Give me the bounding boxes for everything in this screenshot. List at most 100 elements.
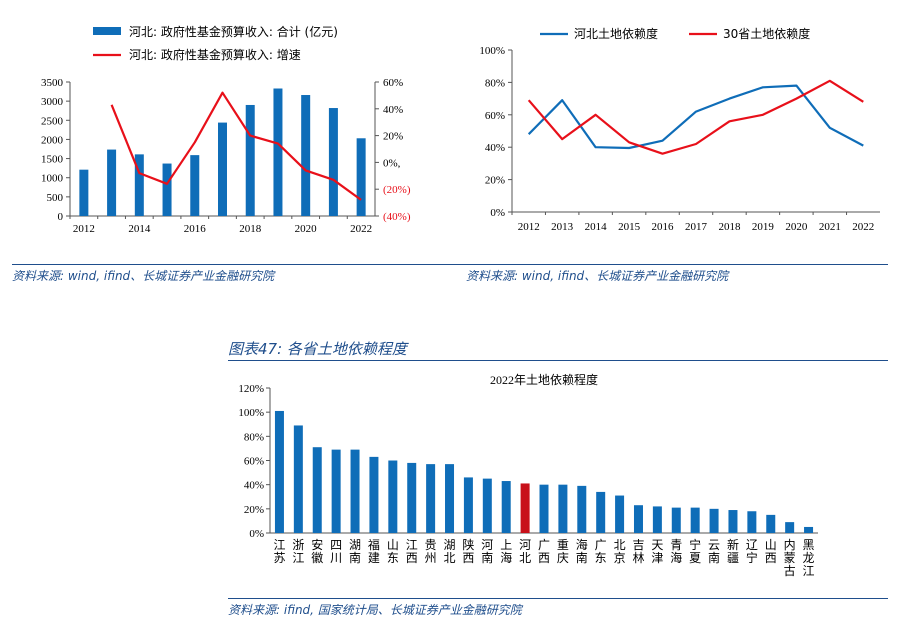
c3-x-tick-label: 海南 bbox=[576, 537, 588, 565]
source-rule-bottom bbox=[228, 598, 888, 599]
c3-bar bbox=[350, 449, 360, 533]
c1-legend-swatch-bar bbox=[93, 27, 121, 35]
c2-x-tick-label: 2017 bbox=[685, 221, 708, 233]
c2-x-tick-label: 2016 bbox=[652, 221, 675, 233]
c2-x-tick-label: 2014 bbox=[585, 221, 608, 233]
c1-bar bbox=[245, 104, 255, 216]
c3-x-tick-label: 浙江 bbox=[292, 538, 304, 565]
c1-right-tick-label: 60% bbox=[383, 77, 403, 89]
c3-bar bbox=[369, 456, 379, 533]
c1-right-tick-label: 40% bbox=[383, 104, 403, 116]
c1-left-tick-label: 3500 bbox=[41, 77, 64, 89]
c1-left-tick-label: 0 bbox=[58, 211, 64, 223]
source-note-left: 资料来源: wind, ifind、长城证券产业金融研究院 bbox=[12, 269, 275, 283]
c3-bar bbox=[539, 484, 549, 533]
c3-bar bbox=[633, 505, 643, 533]
c1-bar bbox=[328, 108, 338, 216]
c3-x-tick-label: 内蒙古 bbox=[784, 538, 796, 578]
c3-title: 2022年土地依赖程度 bbox=[490, 372, 598, 387]
c3-x-tick-label: 江苏 bbox=[273, 538, 285, 565]
c2-x-tick-label: 2012 bbox=[518, 221, 540, 233]
source-note-bottom: 资料来源: ifind, 国家统计局、长城证券产业金融研究院 bbox=[228, 603, 522, 617]
c3-bar bbox=[293, 425, 303, 533]
c1-bar bbox=[218, 122, 227, 216]
c3-x-tick-label: 福建 bbox=[368, 537, 380, 565]
c1-left-tick-label: 2500 bbox=[41, 115, 64, 127]
c3-x-tick-label: 青海 bbox=[670, 538, 682, 565]
c2-legend-label-1: 30省土地依赖度 bbox=[723, 26, 810, 41]
c2-x-tick-label: 2021 bbox=[819, 221, 841, 233]
c3-x-tick-label: 吉林 bbox=[632, 538, 644, 565]
c3-y-tick-label: 120% bbox=[238, 383, 264, 395]
source-note-right: 资料来源: wind, ifind、长城证券产业金融研究院 bbox=[466, 269, 729, 283]
c3-bar bbox=[388, 460, 398, 533]
c3-bar bbox=[690, 507, 700, 533]
c2-legend-label-0: 河北土地依赖度 bbox=[574, 26, 658, 41]
c3-x-tick-label: 广东 bbox=[595, 538, 607, 565]
c3-x-tick-label: 辽宁 bbox=[746, 538, 758, 565]
c3-x-tick-label: 湖北 bbox=[444, 537, 456, 565]
c1-bar bbox=[134, 154, 144, 216]
c1-growth-line bbox=[110, 91, 362, 201]
c3-y-tick-label: 40% bbox=[244, 480, 264, 492]
c3-bar bbox=[709, 508, 719, 533]
c3-x-tick-label: 重庆 bbox=[557, 538, 569, 565]
c3-bar bbox=[577, 485, 587, 533]
c1-bar bbox=[162, 163, 172, 216]
c3-bar bbox=[407, 462, 417, 533]
c3-bar bbox=[482, 478, 492, 533]
c3-bar bbox=[785, 522, 795, 533]
c1-left-tick-label: 500 bbox=[47, 192, 64, 204]
c2-y-tick-label: 60% bbox=[485, 110, 505, 122]
c1-bar bbox=[190, 155, 200, 216]
figure-caption: 图表47: 各省土地依赖程度 bbox=[228, 340, 407, 358]
c3-x-tick-label: 云南 bbox=[708, 538, 720, 565]
c3-bar bbox=[520, 483, 530, 533]
c3-bar bbox=[747, 511, 757, 533]
c3-x-tick-label: 新疆 bbox=[727, 537, 739, 565]
c3-y-tick-label: 20% bbox=[244, 504, 264, 516]
c1-legend-label-bar: 河北: 政府性基金预算收入: 合计 (亿元) bbox=[129, 24, 338, 39]
c3-x-tick-label: 河北 bbox=[519, 538, 531, 565]
c3-x-tick-label: 安徽 bbox=[311, 537, 323, 565]
c1-right-tick-label: (20%) bbox=[383, 184, 411, 196]
c1-left-tick-label: 3000 bbox=[41, 96, 64, 108]
c1-left-tick-label: 2000 bbox=[41, 134, 64, 146]
c3-bar bbox=[558, 484, 568, 533]
c3-bar bbox=[274, 410, 284, 533]
c1-right-tick-label: 20% bbox=[383, 131, 403, 143]
c1-left-tick-label: 1500 bbox=[41, 154, 64, 166]
c1-legend-label-line: 河北: 政府性基金预算收入: 增速 bbox=[129, 47, 301, 62]
c3-bar bbox=[445, 464, 455, 533]
c1-x-tick-label: 2012 bbox=[73, 223, 95, 235]
c2-series-line-1 bbox=[527, 79, 864, 155]
c2-x-tick-label: 2022 bbox=[852, 221, 874, 233]
c1-x-tick-label: 2022 bbox=[350, 223, 372, 235]
c2-y-tick-label: 20% bbox=[485, 175, 505, 187]
c3-x-tick-label: 黑龙江 bbox=[803, 538, 815, 578]
c3-y-tick-label: 100% bbox=[238, 407, 264, 419]
c3-x-tick-label: 湖南 bbox=[349, 537, 361, 565]
c3-bar bbox=[652, 506, 662, 533]
c3-bar bbox=[766, 514, 776, 533]
c1-right-tick-label: 0%, bbox=[383, 157, 401, 169]
c3-bar bbox=[501, 481, 511, 533]
c3-bar bbox=[804, 526, 814, 533]
c1-bar bbox=[79, 169, 89, 216]
c3-bar bbox=[312, 447, 322, 533]
c2-x-tick-label: 2018 bbox=[718, 221, 741, 233]
c3-x-tick-label: 山东 bbox=[387, 538, 399, 565]
c3-x-tick-label: 北京 bbox=[614, 538, 626, 565]
c1-x-tick-label: 2014 bbox=[128, 223, 151, 235]
c2-y-tick-label: 100% bbox=[479, 45, 505, 57]
c3-x-tick-label: 陕西 bbox=[462, 537, 474, 565]
c3-x-tick-label: 广西 bbox=[538, 538, 550, 565]
c1-bar bbox=[107, 149, 117, 216]
c2-y-tick-label: 0% bbox=[490, 207, 505, 219]
caption-rule bbox=[228, 360, 888, 361]
c2-y-tick-label: 80% bbox=[485, 77, 505, 89]
c3-x-tick-label: 江西 bbox=[406, 538, 418, 565]
c3-bar bbox=[331, 449, 341, 533]
c3-bar bbox=[728, 510, 738, 533]
c3-y-tick-label: 0% bbox=[249, 528, 264, 540]
